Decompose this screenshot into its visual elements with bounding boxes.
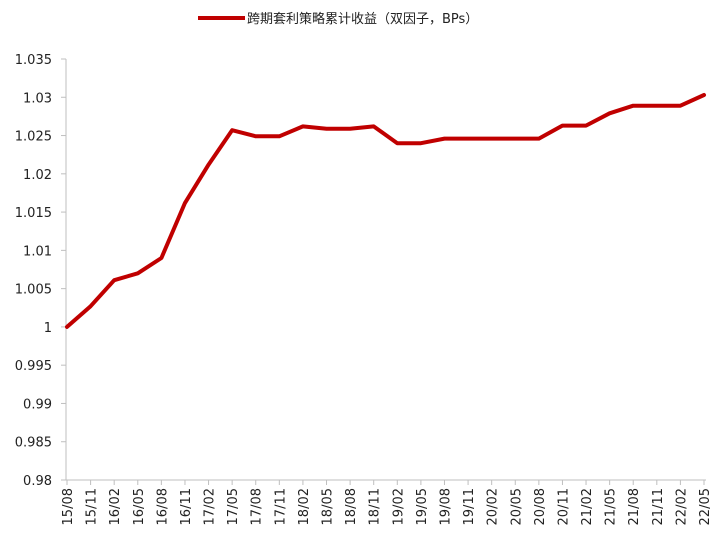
x-tick-label: 19/11	[462, 488, 477, 525]
y-tick-label: 1.035	[15, 53, 52, 68]
y-tick-label: 0.985	[15, 436, 52, 451]
legend: 跨期套利策略累计收益（双因子，BPs）	[198, 11, 478, 27]
x-tick-label: 20/02	[486, 488, 501, 525]
x-tick-label: 16/08	[155, 488, 170, 525]
x-tick-label: 16/05	[132, 488, 147, 525]
x-tick-label: 16/02	[108, 488, 123, 525]
x-tick-label: 21/05	[604, 488, 619, 525]
x-tick-label: 18/05	[321, 488, 336, 525]
x-tick-label: 22/02	[674, 488, 689, 525]
y-tick-label: 1.03	[23, 91, 52, 106]
y-tick-label: 1	[44, 321, 52, 336]
y-tick-label: 0.99	[23, 397, 52, 412]
x-tick-label: 17/08	[250, 488, 265, 525]
x-tick-label: 20/08	[533, 488, 548, 525]
y-tick-label: 0.98	[23, 474, 52, 489]
x-tick-label: 19/02	[391, 488, 406, 525]
y-tick-label: 1.01	[23, 244, 52, 259]
y-tick-label: 0.995	[15, 359, 52, 374]
x-tick-label: 17/05	[226, 488, 241, 525]
x-tick-label: 19/05	[415, 488, 430, 525]
y-tick-labels: 0.98 0.985 0.99 0.995 1 1.005 1.01 1.015 1.02 1.0…	[15, 53, 66, 489]
x-tick-label: 18/02	[297, 488, 312, 525]
x-tick-label: 22/05	[698, 488, 713, 525]
x-tick-label: 20/11	[556, 488, 571, 525]
y-tick-label: 1.005	[15, 283, 52, 298]
x-tick-label: 21/08	[627, 488, 642, 525]
x-tick-label: 15/08	[61, 488, 76, 525]
y-tick-label: 1.02	[23, 168, 52, 183]
x-tick-label: 21/02	[580, 488, 595, 525]
x-tick-label: 17/02	[203, 488, 218, 525]
series-line	[65, 93, 706, 329]
x-tick-labels: 15/08 15/11 16/02 16/05 16/08 16/11 17/02 17/05…	[61, 480, 713, 525]
legend-label: 跨期套利策略累计收益（双因子，BPs）	[247, 11, 478, 27]
x-tick-label: 18/11	[368, 488, 383, 525]
x-tick-label: 20/05	[509, 488, 524, 525]
x-tick-label: 17/11	[273, 488, 288, 525]
x-tick-label: 15/11	[85, 488, 100, 525]
x-tick-label: 19/08	[438, 488, 453, 525]
x-tick-label: 21/11	[651, 488, 666, 525]
y-tick-label: 1.025	[15, 130, 52, 145]
x-tick-label: 18/08	[344, 488, 359, 525]
y-tick-label: 1.015	[15, 206, 52, 221]
x-tick-label: 16/11	[179, 488, 194, 525]
